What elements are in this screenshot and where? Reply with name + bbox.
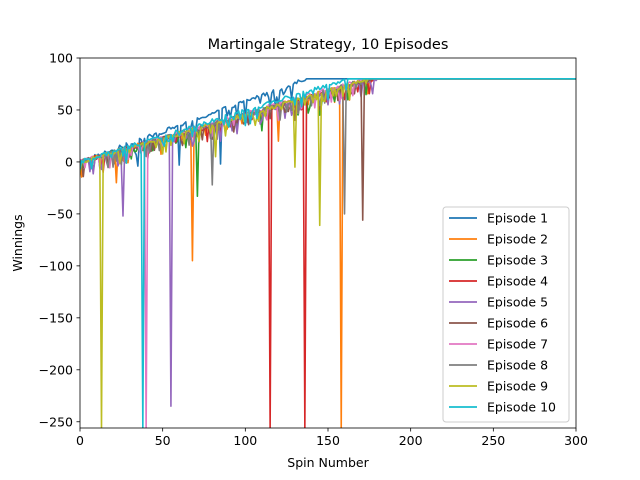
legend-label: Episode 5	[487, 295, 548, 310]
y-tick-label: −250	[39, 414, 73, 429]
y-axis: −250 −200 −150 −100 −50 0 50 100	[39, 51, 80, 429]
chart-title: Martingale Strategy, 10 Episodes	[208, 37, 449, 53]
x-tick-label: 50	[155, 433, 171, 448]
x-axis: 0 50 100 150 200 250 300	[76, 428, 588, 448]
x-tick-label: 100	[233, 433, 257, 448]
x-axis-label: Spin Number	[287, 455, 369, 470]
y-tick-label: −150	[39, 310, 73, 325]
x-tick-label: 150	[316, 433, 340, 448]
y-tick-label: −200	[39, 362, 73, 377]
y-tick-label: 100	[49, 51, 73, 66]
series-line-episode-10	[80, 77, 576, 428]
x-tick-label: 250	[481, 433, 505, 448]
y-tick-label: 50	[57, 102, 73, 117]
y-tick-label: −50	[47, 206, 73, 221]
legend-label: Episode 2	[487, 232, 548, 247]
legend-label: Episode 1	[487, 211, 548, 226]
x-tick-label: 300	[564, 433, 588, 448]
legend-label: Episode 9	[487, 379, 548, 394]
legend-label: Episode 6	[487, 316, 548, 331]
legend-label: Episode 8	[487, 358, 548, 373]
y-tick-label: 0	[65, 154, 73, 169]
series-layer	[80, 77, 576, 428]
y-tick-label: −100	[39, 258, 73, 273]
legend: Episode 1 Episode 2 Episode 3 Episode 4 Epis…	[442, 206, 570, 423]
legend-label: Episode 10	[487, 400, 556, 415]
x-tick-label: 0	[76, 433, 84, 448]
y-axis-label: Winnings	[10, 214, 25, 271]
x-tick-label: 200	[399, 433, 423, 448]
legend-label: Episode 3	[487, 253, 548, 268]
legend-label: Episode 7	[487, 337, 548, 352]
legend-label: Episode 4	[487, 274, 548, 289]
